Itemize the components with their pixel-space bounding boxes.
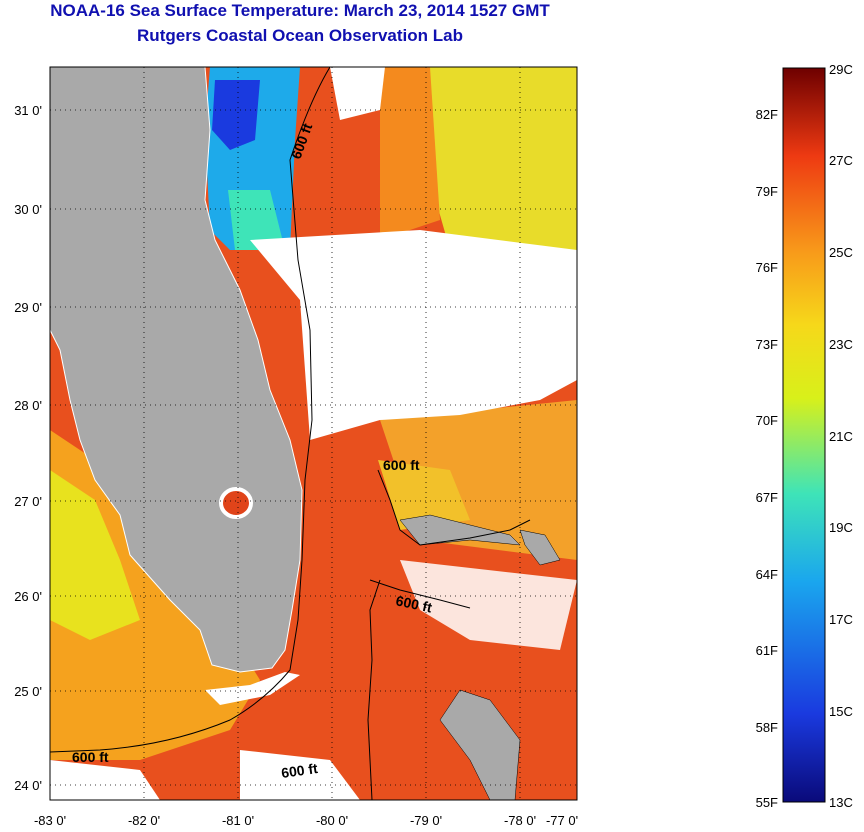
- celsius-label: 25C: [829, 245, 853, 260]
- cloud-patch-south: [240, 750, 360, 800]
- atlantic-yellow-region: [420, 67, 577, 250]
- fahrenheit-label: 64F: [756, 567, 778, 582]
- celsius-label: 21C: [829, 429, 853, 444]
- celsius-label: 17C: [829, 612, 853, 627]
- celsius-label: 29C: [829, 62, 853, 77]
- contour-label: 600 ft: [280, 760, 319, 781]
- contour-600ft-florida: [50, 67, 331, 753]
- contour-600ft-east: [369, 579, 471, 609]
- temperature-colorbar: 82F 79F 76F 73F 70F 67F 64F 61F 58F 55F …: [756, 62, 853, 810]
- contour-label: 600 ft: [72, 749, 109, 765]
- lat-label: 24 0': [14, 778, 42, 793]
- florida-land: [50, 67, 303, 673]
- fahrenheit-label: 76F: [756, 260, 778, 275]
- fahrenheit-label: 61F: [756, 643, 778, 658]
- fahrenheit-label: 79F: [756, 184, 778, 199]
- lake-okeechobee: [219, 487, 253, 519]
- lon-label: -79 0': [410, 813, 442, 828]
- fahrenheit-label: 58F: [756, 720, 778, 735]
- celsius-label: 15C: [829, 704, 853, 719]
- gulf-yellow-region: [50, 470, 140, 640]
- celsius-label: 19C: [829, 520, 853, 535]
- atlantic-orange-region: [380, 67, 440, 240]
- lon-label: -77 0': [546, 813, 578, 828]
- contour-label: 600 ft: [383, 457, 420, 473]
- colorbar-gradient: [782, 67, 826, 803]
- contour-label: 600 ft: [394, 592, 433, 615]
- celsius-scale: 29C 27C 25C 23C 21C 19C 17C 15C 13C: [829, 62, 853, 810]
- lat-label: 28 0': [14, 398, 42, 413]
- lon-label: -81 0': [222, 813, 254, 828]
- fahrenheit-scale: 82F 79F 76F 73F 70F 67F 64F 61F 58F 55F: [756, 107, 778, 810]
- map-field: [50, 67, 577, 800]
- fahrenheit-label: 70F: [756, 413, 778, 428]
- lon-label: -83 0': [34, 813, 66, 828]
- florida-keys: [205, 672, 300, 705]
- celsius-label: 13C: [829, 795, 853, 810]
- lat-label: 27 0': [14, 494, 42, 509]
- andros-island: [439, 689, 521, 800]
- map-subtitle: Rutgers Coastal Ocean Observation Lab: [137, 26, 463, 45]
- contour-600ft-andros: [367, 579, 381, 800]
- celsius-label: 23C: [829, 337, 853, 352]
- lon-label: -78 0': [504, 813, 536, 828]
- lat-label: 29 0': [14, 300, 42, 315]
- cloud-patch-north: [330, 67, 385, 120]
- fahrenheit-label: 55F: [756, 795, 778, 810]
- lat-label: 31 0': [14, 103, 42, 118]
- fahrenheit-label: 73F: [756, 337, 778, 352]
- lon-axis: -83 0' -82 0' -81 0' -80 0' -79 0' -78 0…: [34, 813, 578, 828]
- cloud-patch-east: [400, 560, 577, 650]
- lat-label: 30 0': [14, 202, 42, 217]
- bahamas-yellow-region: [378, 460, 470, 530]
- map-title: NOAA-16 Sea Surface Temperature: March 2…: [50, 1, 550, 20]
- abaco-island: [519, 529, 561, 566]
- north-cold-region: [212, 80, 260, 150]
- sst-map: 600 ft 600 ft 600 ft 600 ft 600 ft 31 0'…: [14, 66, 578, 828]
- lat-label: 25 0': [14, 684, 42, 699]
- lat-label: 26 0': [14, 589, 42, 604]
- gulf-orange-region: [50, 430, 260, 760]
- contour-600ft-bahama-bank: [377, 469, 531, 546]
- fahrenheit-label: 82F: [756, 107, 778, 122]
- cloud-patch-southwest: [50, 760, 160, 800]
- north-teal-region: [228, 190, 285, 250]
- map-frame: [49, 66, 578, 801]
- lat-axis: 31 0' 30 0' 29 0' 28 0' 27 0' 26 0' 25 0…: [14, 103, 42, 793]
- lon-label: -82 0': [128, 813, 160, 828]
- celsius-label: 27C: [829, 153, 853, 168]
- lon-label: -80 0': [316, 813, 348, 828]
- fahrenheit-label: 67F: [756, 490, 778, 505]
